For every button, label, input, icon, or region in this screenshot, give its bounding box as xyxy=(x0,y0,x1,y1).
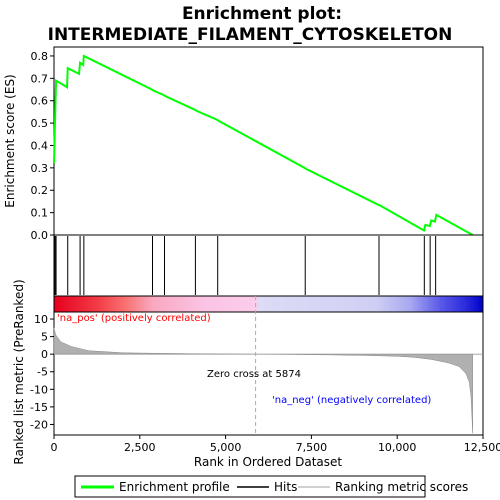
es-ytick-label: 0.5 xyxy=(31,117,49,130)
es-ytick-label: 0.8 xyxy=(31,50,49,63)
legend-metric-label: Ranking metric scores xyxy=(335,480,468,494)
es-ytick-label: 0.1 xyxy=(31,207,49,220)
positive-correlation-label: 'na_pos' (positively correlated) xyxy=(57,313,211,324)
legend-hits-label: Hits xyxy=(274,480,297,494)
metric-ytick-label: 5 xyxy=(41,331,48,344)
xtick-label: 12,500 xyxy=(464,441,500,454)
es-ytick-label: 0.0 xyxy=(31,229,49,242)
hits-panel-frame xyxy=(53,234,484,297)
es-y-axis-label: Enrichment score (ES) xyxy=(3,74,17,207)
rank-color-bar xyxy=(53,295,484,313)
xtick-label: 10,000 xyxy=(378,441,417,454)
es-ytick-label: 0.2 xyxy=(31,184,49,197)
metric-panel-frame xyxy=(53,311,484,436)
es-ytick-label: 0.3 xyxy=(31,162,49,175)
xtick-label: 7,500 xyxy=(296,441,328,454)
enrichment-profile-line xyxy=(53,54,474,236)
metric-y-axis-label: Ranked list metric (PreRanked) xyxy=(12,279,26,464)
metric-ytick-label: 10 xyxy=(34,313,48,326)
es-ytick-label: 0.7 xyxy=(31,72,49,85)
chart-title-line-2: INTERMEDIATE_FILAMENT_CYTOSKELETON xyxy=(48,25,453,45)
metric-ytick-label: 0 xyxy=(41,348,48,361)
zero-cross-label: Zero cross at 5874 xyxy=(207,369,301,380)
chart-title-line-1: Enrichment plot: xyxy=(182,4,342,24)
legend-enrichment-label: Enrichment profile xyxy=(119,480,230,494)
es-ytick-label: 0.4 xyxy=(31,139,49,152)
xtick-label: 0 xyxy=(51,441,58,454)
metric-ytick-label: -20 xyxy=(30,418,48,431)
xtick-label: 2,500 xyxy=(124,441,156,454)
metric-ytick-label: -15 xyxy=(30,401,48,414)
x-axis-label: Rank in Ordered Dataset xyxy=(194,455,342,469)
metric-ytick-label: -10 xyxy=(30,383,48,396)
xtick-label: 5,000 xyxy=(210,441,242,454)
es-panel-frame xyxy=(53,46,484,236)
negative-correlation-label: 'na_neg' (negatively correlated) xyxy=(272,395,431,406)
metric-ytick-label: -5 xyxy=(37,366,48,379)
es-ytick-label: 0.6 xyxy=(31,95,49,108)
